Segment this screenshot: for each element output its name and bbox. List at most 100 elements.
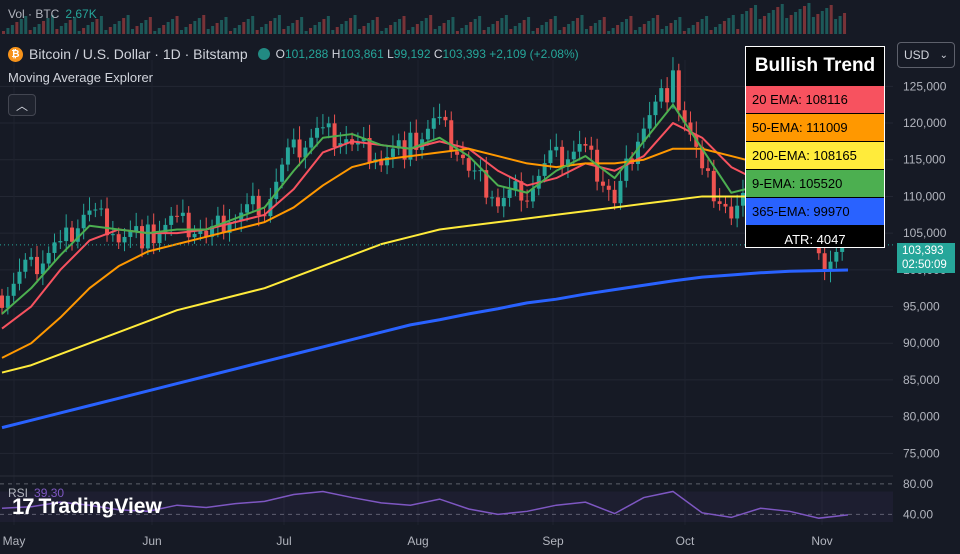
volume-bar [843, 13, 847, 34]
volume-bar [95, 19, 99, 34]
candle-body [688, 122, 693, 135]
volume-value: 2.67K [65, 7, 97, 21]
candle-body [530, 188, 535, 202]
volume-bar [211, 26, 215, 34]
candle-body [414, 132, 419, 150]
grid-lines [0, 60, 893, 525]
atr-value: ATR: 4047 [784, 231, 846, 247]
volume-bar [59, 26, 63, 34]
candle-body [0, 295, 4, 308]
candle-body [525, 200, 530, 202]
volume-bar [629, 16, 633, 34]
currency-selector[interactable]: USD ⌄ [897, 42, 955, 68]
volume-bar [593, 23, 597, 34]
candle-body [140, 226, 145, 249]
candle-body [17, 271, 22, 284]
volume-bar [420, 21, 424, 34]
volume-bar [504, 15, 508, 34]
volume-bar [487, 27, 491, 34]
volume-bar [794, 12, 798, 34]
price-axis[interactable]: 125,000120,000115,000110,000105,000100,0… [903, 79, 947, 460]
candle-body [110, 234, 115, 236]
candle-body [507, 189, 512, 198]
volume-bar [304, 31, 308, 34]
tradingview-logo-icon: 17 [12, 494, 35, 519]
candle-body [320, 127, 325, 129]
volume-bar [246, 19, 250, 34]
volume-bar [771, 10, 775, 34]
legend-row: 9-EMA: 105520 [746, 169, 884, 197]
candle-body [659, 88, 664, 102]
volume-bar [611, 28, 615, 34]
ohlc-readout: O101,288 H103,861 L99,192 C103,393 +2,10… [275, 47, 579, 61]
volume-bar [553, 16, 557, 34]
volume-bar [82, 28, 86, 34]
candle-body [40, 263, 45, 275]
candle-body [58, 241, 63, 243]
volume-bar [335, 27, 339, 34]
volume-bar [171, 19, 175, 34]
volume-bar [749, 8, 753, 34]
price-tick-label: 120,000 [903, 116, 947, 130]
volume-bar [144, 20, 148, 34]
volume-bar [28, 30, 32, 34]
rsi-label[interactable]: RSI 39.30 [8, 486, 65, 500]
volume-bar [495, 21, 499, 34]
candle-body [227, 222, 232, 233]
volume-bar [19, 19, 23, 34]
candle-body [554, 146, 559, 151]
volume-bar [2, 31, 5, 34]
ema-lines [1, 103, 849, 430]
volume-bar [602, 17, 606, 34]
volume-bar [518, 23, 522, 34]
open-value: 101,288 [284, 47, 329, 61]
volume-bar [491, 24, 495, 34]
volume-bar [816, 14, 820, 34]
volume-bar [549, 19, 553, 34]
candle-body [466, 158, 471, 171]
volume-bar [513, 26, 517, 34]
candle-body [478, 170, 483, 172]
volume-bar [180, 30, 183, 34]
candle-body [291, 139, 296, 148]
volume-bar [326, 16, 330, 34]
indicator-name[interactable]: Moving Average Explorer [8, 70, 154, 85]
candle-body [274, 181, 279, 199]
volume-bar [607, 31, 611, 34]
candle-body [624, 158, 629, 181]
volume-bar [135, 26, 139, 34]
candle-body [204, 230, 209, 237]
time-axis[interactable]: May Jun Jul Aug Sep Oct Nov [3, 534, 833, 548]
volume-bar [825, 8, 829, 34]
ema-line [1, 103, 849, 315]
volume-bar [295, 20, 299, 34]
price-tick-label: 95,000 [903, 300, 940, 314]
candle-body [670, 70, 675, 103]
candle-body [612, 189, 617, 204]
volume-bar [625, 19, 628, 34]
volume-bar [727, 18, 731, 34]
volume-bar [709, 30, 713, 34]
volume-bar [162, 25, 166, 34]
volume-bar [55, 29, 59, 34]
volume-bar [780, 4, 784, 34]
volume-bar [233, 28, 237, 34]
candle-body [81, 214, 86, 229]
volume-bar [24, 16, 28, 34]
candle-body [589, 145, 594, 150]
time-tick-label: Aug [407, 534, 428, 548]
symbol-title[interactable]: Bitcoin / U.S. Dollar · 1D · Bitstamp [29, 46, 248, 62]
candle-body [729, 206, 734, 219]
rsi-value: 39.30 [34, 486, 65, 500]
candle-body [280, 164, 285, 182]
volume-bar [42, 21, 46, 34]
volume-bar [838, 16, 842, 34]
candle-body [571, 151, 576, 160]
volume-bar [536, 28, 539, 34]
volume-bar [358, 29, 361, 34]
candle-body [303, 147, 308, 158]
volume-bar [349, 18, 353, 34]
volume-bar [300, 17, 304, 34]
collapse-indicators-button[interactable]: ︿ [8, 94, 36, 116]
volume-bar [438, 26, 442, 34]
